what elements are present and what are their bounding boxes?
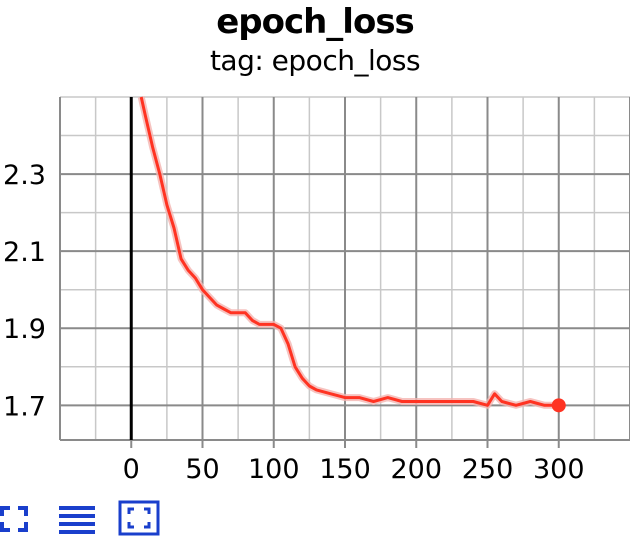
toggle-y-axis-button[interactable]	[118, 498, 162, 538]
chart-toolbar	[0, 498, 630, 538]
y-tick-label: 1.9	[3, 314, 46, 345]
x-tick-label: 300	[533, 454, 585, 485]
x-tick-label: 50	[185, 454, 219, 485]
fit-to-data-icon	[0, 498, 30, 538]
last-point-marker	[552, 398, 566, 412]
x-tick-label: 0	[123, 454, 140, 485]
x-tick-label: 200	[390, 454, 442, 485]
x-tick-label: 150	[319, 454, 371, 485]
x-tick-label: 250	[462, 454, 514, 485]
y-tick-label: 1.7	[3, 391, 46, 422]
fit-domain-button[interactable]	[0, 498, 30, 538]
y-tick-label: 2.3	[3, 160, 46, 191]
x-tick-label: 100	[248, 454, 300, 485]
show-data-table-button[interactable]	[58, 498, 98, 538]
y-tick-label: 2.1	[3, 237, 46, 268]
loss-chart: 0 50 100 150 200 250 300 1.7 1.9 2.1 2.3	[0, 0, 630, 498]
toggle-y-axis-icon	[118, 498, 162, 538]
data-table-icon	[58, 498, 98, 538]
